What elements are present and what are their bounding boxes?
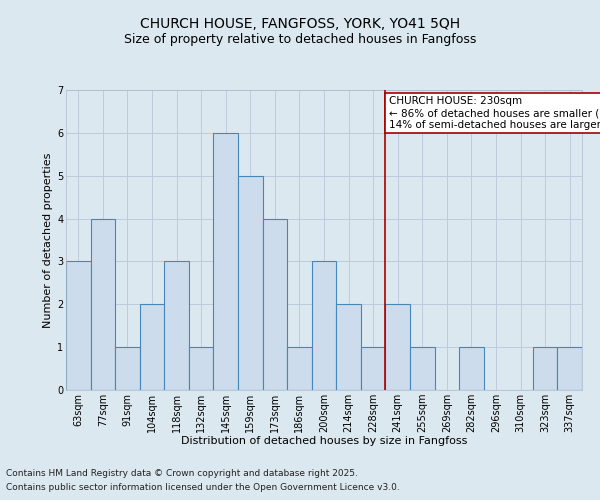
Bar [312,262,336,390]
X-axis label: Distribution of detached houses by size in Fangfoss: Distribution of detached houses by size … [181,436,467,446]
Bar [336,304,361,390]
Bar [115,347,140,390]
Bar [385,304,410,390]
Bar [263,218,287,390]
Text: CHURCH HOUSE: 230sqm
← 86% of detached houses are smaller (36)
14% of semi-detac: CHURCH HOUSE: 230sqm ← 86% of detached h… [389,96,600,130]
Bar [287,347,312,390]
Bar [459,347,484,390]
Text: CHURCH HOUSE, FANGFOSS, YORK, YO41 5QH: CHURCH HOUSE, FANGFOSS, YORK, YO41 5QH [140,18,460,32]
Bar [410,347,434,390]
Bar [214,133,238,390]
Text: Contains HM Land Registry data © Crown copyright and database right 2025.: Contains HM Land Registry data © Crown c… [6,468,358,477]
Bar [91,218,115,390]
Bar [533,347,557,390]
Bar [164,262,189,390]
Text: Size of property relative to detached houses in Fangfoss: Size of property relative to detached ho… [124,32,476,46]
Bar [238,176,263,390]
Bar [140,304,164,390]
Text: Contains public sector information licensed under the Open Government Licence v3: Contains public sector information licen… [6,484,400,492]
Bar [66,262,91,390]
Bar [189,347,214,390]
Bar [557,347,582,390]
Y-axis label: Number of detached properties: Number of detached properties [43,152,53,328]
Bar [361,347,385,390]
